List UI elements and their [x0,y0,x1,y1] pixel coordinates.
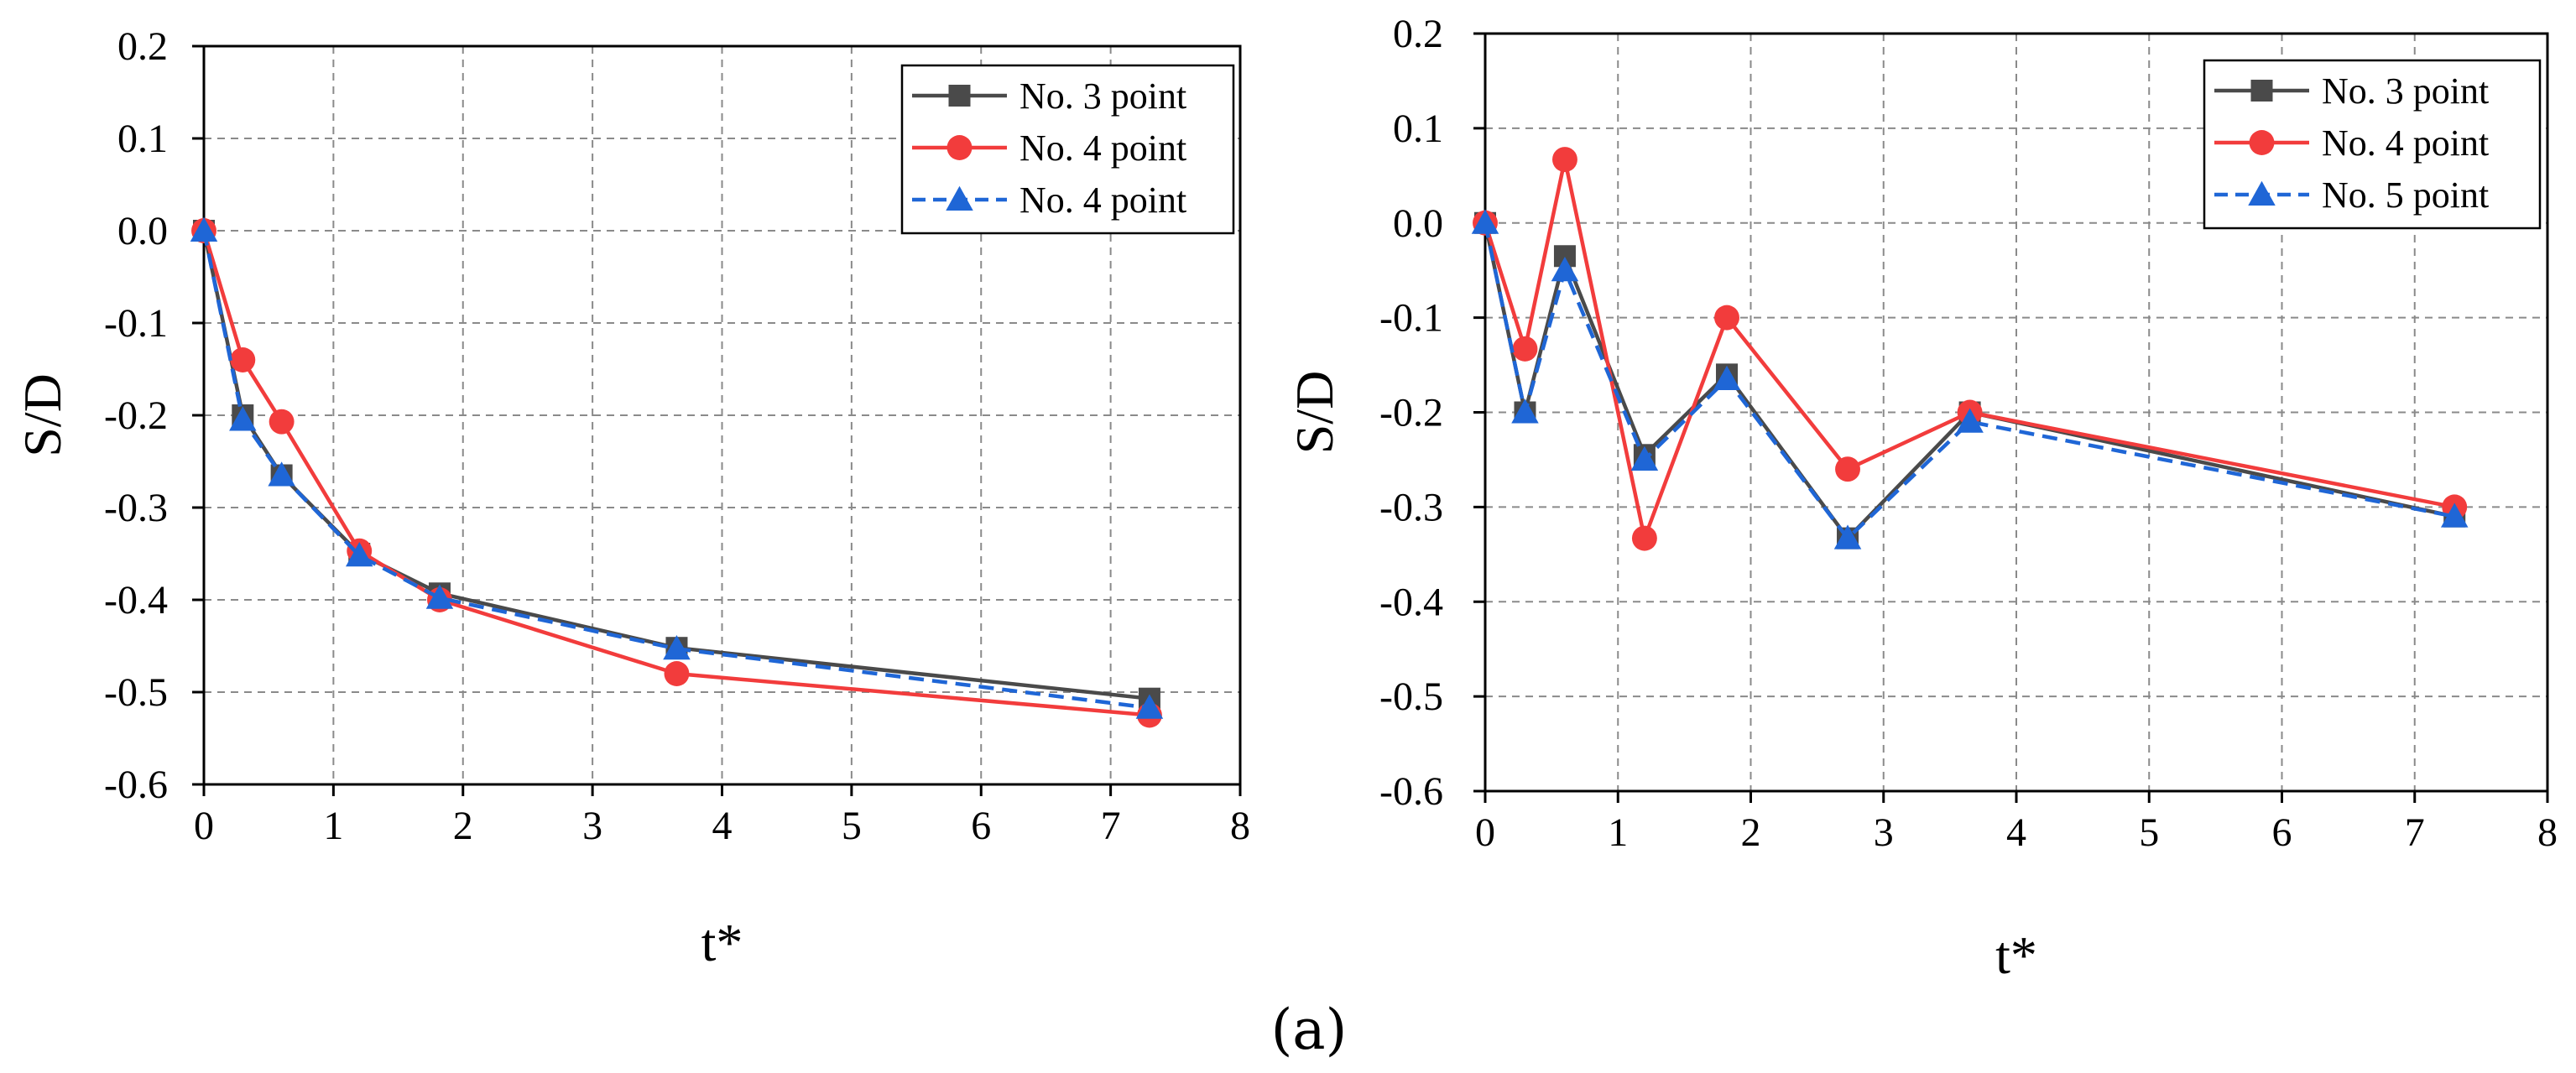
y-tick-label: 0.1 [117,117,168,161]
x-tick-label: 2 [1741,810,1761,855]
data-point [425,584,454,609]
x-tick-label: 5 [842,804,862,848]
data-point [1631,525,1657,551]
data-point [1512,336,1538,362]
legend-label: No. 3 point [2322,70,2489,112]
legend-swatch-marker [946,135,973,160]
y-tick-label: -0.1 [1379,296,1443,341]
data-point [230,347,256,372]
x-tick-label: 1 [1608,810,1628,855]
y-tick-label: -0.5 [1379,675,1443,719]
data-point [1833,524,1862,550]
x-tick-label: 8 [1230,804,1250,848]
data-point [1835,456,1860,482]
x-tick-label: 2 [453,804,473,848]
y-tick-label: -0.4 [1379,580,1443,624]
x-tick-label: 6 [2272,810,2292,855]
x-tick-label: 1 [323,804,343,848]
legend-label: No. 3 point [1019,76,1186,117]
data-point [1552,147,1577,173]
y-tick-label: -0.1 [104,301,168,346]
legend-swatch-marker [948,85,971,107]
x-axis-label: t* [1995,925,2037,985]
legend-swatch-marker [2249,130,2275,155]
x-tick-label: 5 [2139,810,2159,855]
y-tick-label: 0.2 [1393,12,1443,56]
y-tick-label: -0.2 [104,393,168,438]
figure-caption: (a) [1271,997,1348,1062]
y-axis-label: S/D [1285,371,1344,455]
y-tick-label: 0.0 [117,209,168,253]
legend-label: No. 4 point [1019,128,1186,169]
x-tick-label: 4 [2006,810,2026,855]
x-tick-label: 0 [1475,810,1495,855]
data-point [229,406,257,431]
data-point [1956,408,1984,433]
y-tick-label: -0.6 [104,763,168,807]
y-tick-label: -0.3 [1379,485,1443,529]
data-point [2440,503,2469,528]
series-line [1483,222,2455,540]
legend-swatch-marker [946,185,973,211]
data-point [1471,209,1499,234]
data-point [1714,305,1739,331]
y-tick-label: 0.2 [117,24,168,69]
series-line [1483,157,2455,540]
legend-label: No. 5 point [2322,174,2489,216]
x-tick-label: 0 [194,804,214,848]
data-point [1630,445,1659,471]
series-line [201,230,1150,701]
y-tick-label: -0.6 [1379,769,1443,814]
y-tick-label: 0.0 [1393,201,1443,246]
x-axis-label: t* [701,913,743,972]
legend: No. 3 point No. 4 point No. 5 point [2203,59,2542,230]
y-axis-label: S/D [13,373,72,457]
legend-swatch-marker [2250,80,2273,102]
x-tick-label: 7 [1101,804,1121,848]
x-tick-label: 4 [712,804,733,848]
x-tick-label: 8 [2537,810,2558,855]
data-point [1511,398,1539,424]
chart-right: 0 1 2 3 4 5 6 7 8 0.2 0.1 0.0 -0.1 -0.2 -0.3 -0.4 -0.5 -0… [1285,12,2558,985]
data-point [1135,694,1164,719]
data-point [268,461,295,487]
legend-label: No. 4 point [2322,122,2489,164]
series-no-3-point-0 [1474,211,2466,550]
y-tick-label: -0.3 [104,486,168,530]
x-tick-label: 3 [1874,810,1894,855]
y-tick-label: 0.1 [1393,107,1443,151]
series-no-5-point-2 [1471,209,2469,550]
x-tick-label: 7 [2405,810,2425,855]
legend-label: No. 4 point [1019,180,1186,221]
data-point [1713,365,1741,390]
data-point [269,409,295,435]
data-point [664,661,690,686]
x-tick-label: 3 [582,804,602,848]
data-point [663,635,691,660]
chart-left: 0 1 2 3 4 5 6 7 8 0.2 0.1 0.0 -0.1 -0.2 -0.3 -0.4 -0.5 -0… [13,24,1250,972]
series-line [1483,222,2455,540]
data-point [190,216,218,242]
y-tick-label: -0.5 [104,670,168,715]
y-tick-label: -0.2 [1379,391,1443,435]
series-no-4-point-2 [190,216,1164,719]
legend-swatch-marker [2248,180,2276,206]
legend: No. 3 point No. 4 point No. 4 point [900,64,1235,235]
y-tick-label: -0.4 [104,578,168,622]
x-tick-label: 6 [971,804,991,848]
data-point [1551,256,1579,282]
data-point [346,541,373,567]
